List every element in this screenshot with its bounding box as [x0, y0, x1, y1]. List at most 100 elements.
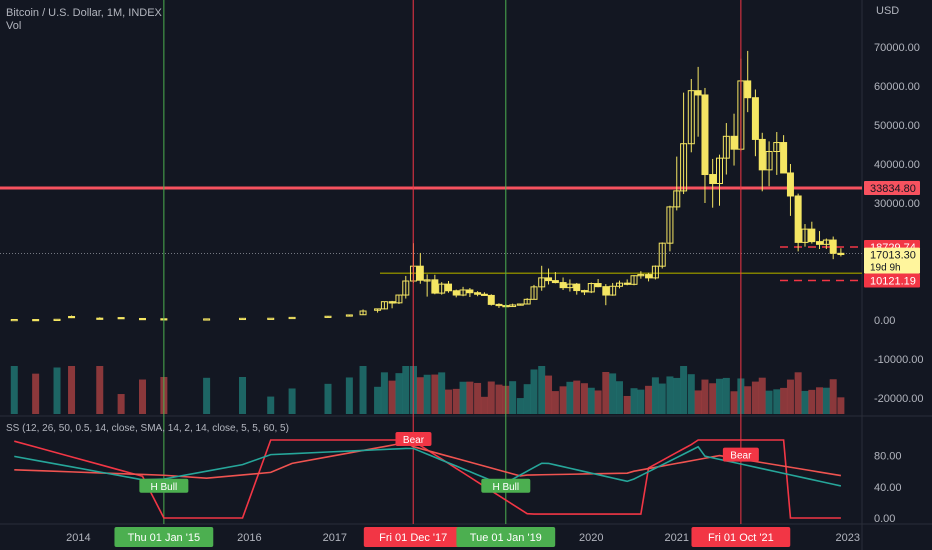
- time-marker-badge: [114, 527, 214, 547]
- candle-body: [680, 143, 688, 192]
- time-axis[interactable]: Thu 01 Jan '15 Fri 01 Dec '17 Tue 01 Jan '…: [66, 527, 860, 547]
- candle-body: [438, 283, 446, 294]
- volume-bar: [758, 377, 766, 414]
- currency-label: USD: [876, 5, 899, 17]
- price-badge: [864, 273, 920, 288]
- volume-bar: [623, 395, 631, 414]
- candle-body: [623, 282, 631, 285]
- volume-bar: [53, 367, 61, 414]
- time-tick-label: 2017: [323, 532, 347, 544]
- candle-body: [495, 303, 503, 307]
- candle-body: [786, 172, 794, 197]
- volume-bar: [645, 385, 653, 414]
- volume-bar: [602, 372, 610, 414]
- indicator-tick-label: 40.00: [874, 482, 902, 494]
- time-tick-label: 2023: [835, 532, 859, 544]
- candle-body: [53, 318, 61, 321]
- price-badge-label: 17013.30: [870, 250, 916, 262]
- candle-body: [694, 90, 702, 96]
- volume-bar: [516, 398, 524, 414]
- volume-bar: [794, 372, 802, 414]
- candle-body: [630, 275, 638, 285]
- candle-body: [730, 135, 738, 150]
- candle-body: [816, 241, 824, 245]
- volume-bar: [822, 387, 830, 414]
- candle-body: [837, 252, 845, 256]
- time-marker-label: Thu 01 Jan '15: [128, 532, 200, 544]
- price-tick-label: -10000.00: [874, 354, 924, 366]
- candle-body: [658, 242, 666, 267]
- candle-body: [445, 283, 453, 292]
- price-axis[interactable]: 70000.00 60000.00 50000.00 40000.00 30000.00…: [864, 5, 924, 525]
- volume-bar: [808, 389, 816, 414]
- candle-body: [480, 293, 488, 296]
- price-tick-label: 40000.00: [874, 159, 920, 171]
- price-tick-label: 60000.00: [874, 81, 920, 93]
- price-badge-label: 33834.80: [870, 183, 916, 195]
- signal-label: Bear: [730, 451, 752, 462]
- candle-body: [402, 280, 410, 296]
- volume-bar: [402, 366, 410, 414]
- candle-body: [615, 282, 623, 287]
- volume-bar: [96, 366, 104, 414]
- volume-bar: [559, 386, 567, 414]
- candle-body: [345, 314, 353, 317]
- volume-bar: [239, 377, 247, 414]
- volume-bar: [431, 374, 439, 414]
- volume-bar: [395, 373, 403, 414]
- candle-body: [829, 239, 837, 254]
- indicator-line-teal: [14, 445, 842, 487]
- candle-body: [459, 289, 467, 296]
- volume-bar: [780, 387, 788, 414]
- candle-body: [96, 317, 104, 320]
- candle-body: [395, 294, 403, 304]
- price-badge-sublabel: 19d 9h: [870, 263, 901, 274]
- candle-body: [374, 308, 382, 311]
- time-tick-label: 2014: [66, 532, 90, 544]
- volume-bar: [786, 379, 794, 414]
- price-badge: [864, 181, 920, 196]
- indicator-pane: H Bull Bear H Bull Bear: [14, 432, 842, 519]
- candle-body: [203, 318, 211, 321]
- signal-badge: [722, 447, 759, 462]
- volume-bar: [438, 372, 446, 414]
- candle-body: [666, 206, 674, 244]
- volume-bar: [594, 390, 602, 414]
- candle-body: [722, 135, 730, 159]
- time-tick-label: 2020: [579, 532, 603, 544]
- candle-body: [267, 317, 275, 320]
- volume-bar: [716, 378, 724, 414]
- time-marker-badge: [456, 527, 556, 547]
- candle-body: [416, 265, 424, 281]
- candle-body: [716, 157, 724, 184]
- candle-body: [239, 317, 247, 321]
- candle-body: [673, 190, 681, 208]
- volume-bar: [651, 377, 659, 414]
- volume-bar: [687, 374, 695, 414]
- candle-body: [794, 195, 802, 243]
- candle-body: [538, 277, 546, 288]
- price-tick-label: 50000.00: [874, 120, 920, 132]
- volume-bar: [637, 389, 645, 414]
- volume-bar: [474, 382, 482, 414]
- volume-bar: [388, 380, 396, 414]
- volume-bar: [324, 383, 332, 414]
- volume-bar: [709, 383, 717, 414]
- volume-bar: [523, 384, 531, 414]
- price-tick-label: 70000.00: [874, 42, 920, 54]
- candle-body: [701, 94, 709, 176]
- candle-body: [780, 142, 788, 174]
- volume-bar: [566, 381, 574, 414]
- time-marker-badge: [363, 527, 463, 547]
- candle-body: [551, 280, 559, 284]
- candle-body: [466, 289, 474, 294]
- volume-bar: [509, 381, 517, 414]
- volume-bar: [751, 381, 759, 414]
- volume-bar: [32, 373, 40, 414]
- time-marker-label: Fri 01 Oct '21: [708, 532, 774, 544]
- volume-bar: [816, 387, 824, 414]
- volume-bar: [267, 396, 275, 414]
- candle-body: [687, 90, 695, 145]
